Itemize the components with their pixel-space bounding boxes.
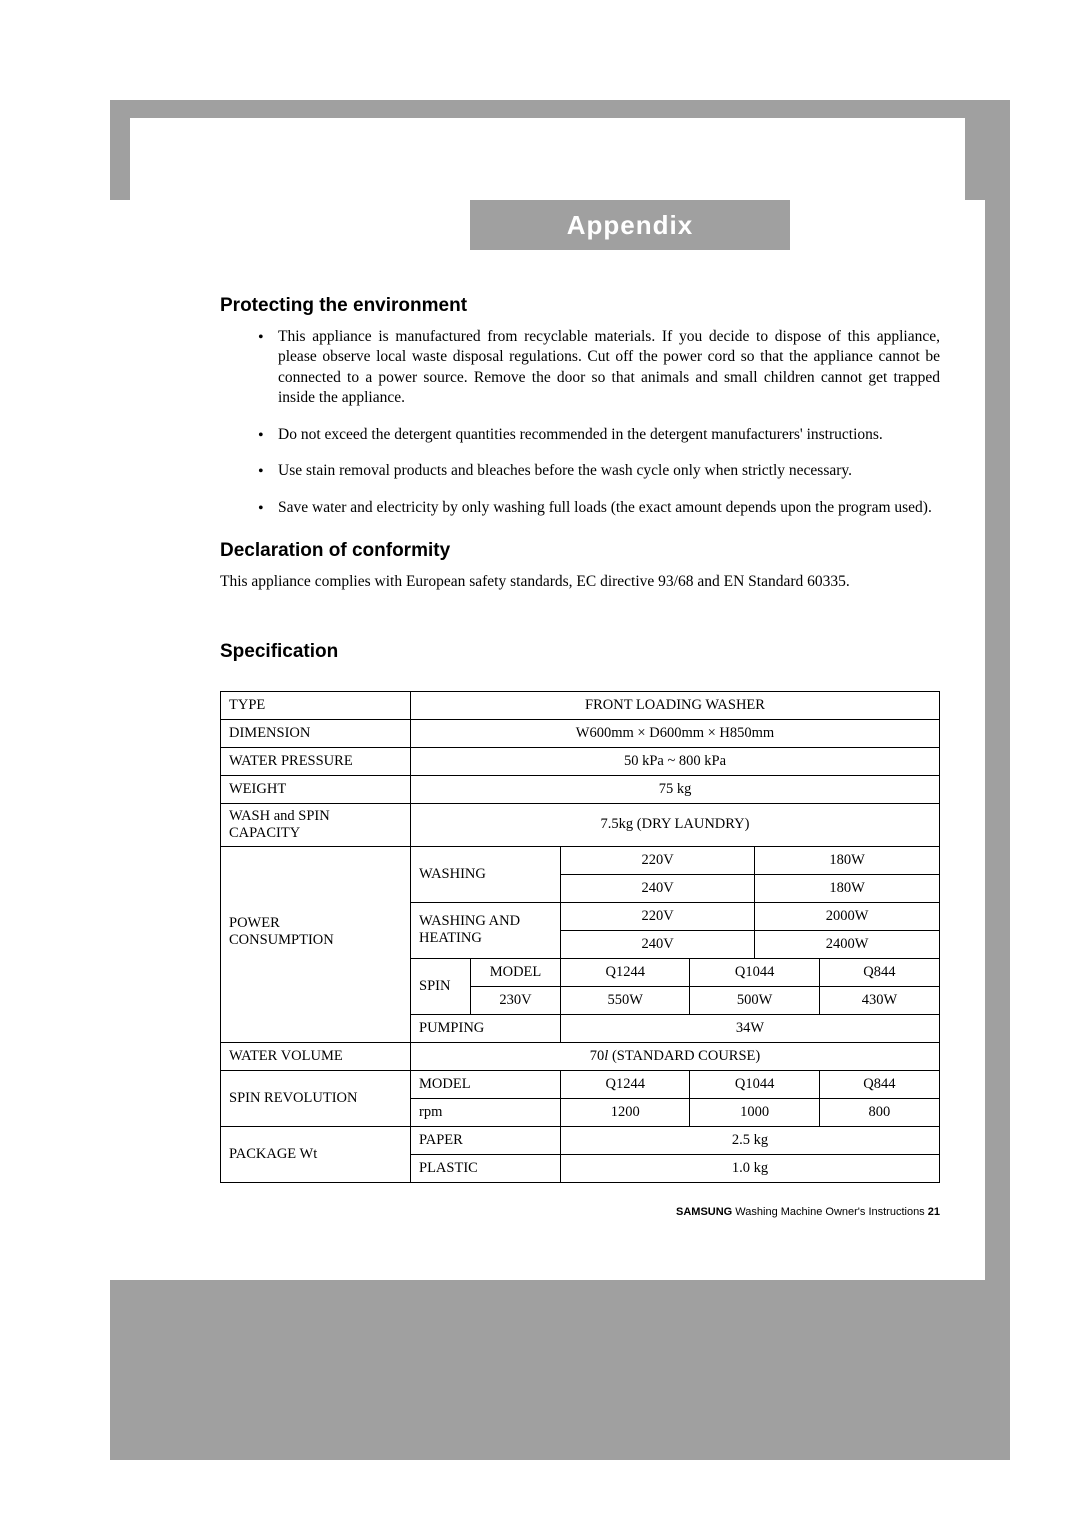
spec-value: 220V xyxy=(561,846,755,874)
env-item: Do not exceed the detergent quantities r… xyxy=(258,425,940,445)
spec-value: FRONT LOADING WASHER xyxy=(411,691,940,719)
spec-sublabel: WASHING xyxy=(411,846,561,902)
spec-value: 430W xyxy=(819,986,939,1014)
spec-sublabel: rpm xyxy=(411,1098,561,1126)
spec-value: Q844 xyxy=(819,1070,939,1098)
env-item: Use stain removal products and bleaches … xyxy=(258,461,940,481)
decorative-bar-bottom xyxy=(110,1280,1010,1460)
spec-value: 240V xyxy=(561,874,755,902)
section-title: Appendix xyxy=(567,210,693,241)
table-row: PACKAGE Wt PAPER 2.5 kg xyxy=(221,1126,940,1154)
spec-label: TYPE xyxy=(221,691,411,719)
spec-sublabel: MODEL xyxy=(471,958,561,986)
env-item: Save water and electricity by only washi… xyxy=(258,498,940,518)
spec-value: Q1244 xyxy=(561,1070,690,1098)
spec-label: DIMENSION xyxy=(221,719,411,747)
table-row: DIMENSION W600mm × D600mm × H850mm xyxy=(221,719,940,747)
spec-sublabel: PUMPING xyxy=(411,1014,561,1042)
table-row: WASH and SPIN CAPACITY 7.5kg (DRY LAUNDR… xyxy=(221,803,940,846)
spec-value: 550W xyxy=(561,986,690,1014)
table-row: TYPE FRONT LOADING WASHER xyxy=(221,691,940,719)
page-footer: SAMSUNG Washing Machine Owner's Instruct… xyxy=(220,1206,940,1218)
spec-label: POWER CONSUMPTION xyxy=(221,846,411,1042)
spec-label-line: CONSUMPTION xyxy=(229,932,402,949)
spec-value: 240V xyxy=(561,930,755,958)
spec-label: WATER VOLUME xyxy=(221,1042,411,1070)
document-page: Appendix Protecting the environment This… xyxy=(0,0,1080,1528)
spec-value: Q1244 xyxy=(561,958,690,986)
table-row: SPIN REVOLUTION MODEL Q1244 Q1044 Q844 xyxy=(221,1070,940,1098)
table-row: WEIGHT 75 kg xyxy=(221,775,940,803)
heading-environment: Protecting the environment xyxy=(220,295,940,317)
specification-table-wrap: TYPE FRONT LOADING WASHER DIMENSION W600… xyxy=(220,691,940,1183)
spec-value: Q844 xyxy=(819,958,939,986)
declaration-body: This appliance complies with European sa… xyxy=(220,572,940,592)
spec-label: SPIN REVOLUTION xyxy=(221,1070,411,1126)
spec-sublabel: MODEL xyxy=(411,1070,561,1098)
spec-value: 1200 xyxy=(561,1098,690,1126)
spec-value: 7.5kg (DRY LAUNDRY) xyxy=(411,803,940,846)
spec-sublabel: PAPER xyxy=(411,1126,561,1154)
spec-label: WEIGHT xyxy=(221,775,411,803)
spec-label: WATER PRESSURE xyxy=(221,747,411,775)
environment-list: This appliance is manufactured from recy… xyxy=(220,327,940,518)
spec-value: 180W xyxy=(755,846,940,874)
spec-value: 50 kPa ~ 800 kPa xyxy=(411,747,940,775)
heading-declaration: Declaration of conformity xyxy=(220,540,940,562)
section-title-bar: Appendix xyxy=(470,200,790,250)
spec-sublabel: 230V xyxy=(471,986,561,1014)
spec-sublabel: PLASTIC xyxy=(411,1154,561,1182)
spec-value: 220V xyxy=(561,902,755,930)
spec-value: 180W xyxy=(755,874,940,902)
footer-brand: SAMSUNG xyxy=(676,1206,732,1218)
content-region: Protecting the environment This applianc… xyxy=(220,295,940,1183)
table-row: POWER CONSUMPTION WASHING 220V 180W xyxy=(221,846,940,874)
spec-value: 1000 xyxy=(690,1098,819,1126)
spec-value: Q1044 xyxy=(690,958,819,986)
footer-text: Washing Machine Owner's Instructions xyxy=(732,1206,928,1218)
spec-sublabel: WASHING AND HEATING xyxy=(411,902,561,958)
spec-value: 75 kg xyxy=(411,775,940,803)
spec-sublabel: SPIN xyxy=(411,958,471,1014)
spec-value: 2400W xyxy=(755,930,940,958)
specification-table: TYPE FRONT LOADING WASHER DIMENSION W600… xyxy=(220,691,940,1183)
decorative-bar-right xyxy=(985,100,1010,1280)
spec-label: PACKAGE Wt xyxy=(221,1126,411,1182)
spec-value: 70l (STANDARD COURSE) xyxy=(411,1042,940,1070)
table-row: WATER VOLUME 70l (STANDARD COURSE) xyxy=(221,1042,940,1070)
spec-value: 2000W xyxy=(755,902,940,930)
spec-value: 34W xyxy=(561,1014,940,1042)
heading-specification: Specification xyxy=(220,641,940,663)
spec-value: 2.5 kg xyxy=(561,1126,940,1154)
table-row: WATER PRESSURE 50 kPa ~ 800 kPa xyxy=(221,747,940,775)
spec-value: 800 xyxy=(819,1098,939,1126)
spec-value: W600mm × D600mm × H850mm xyxy=(411,719,940,747)
spec-label-line: POWER xyxy=(229,915,402,932)
spec-value: 500W xyxy=(690,986,819,1014)
water-volume-text: 70l (STANDARD COURSE) xyxy=(590,1048,760,1064)
env-item: This appliance is manufactured from recy… xyxy=(258,327,940,409)
page-number: 21 xyxy=(928,1206,940,1218)
spec-value: 1.0 kg xyxy=(561,1154,940,1182)
spec-label: WASH and SPIN CAPACITY xyxy=(221,803,411,846)
spec-value: Q1044 xyxy=(690,1070,819,1098)
